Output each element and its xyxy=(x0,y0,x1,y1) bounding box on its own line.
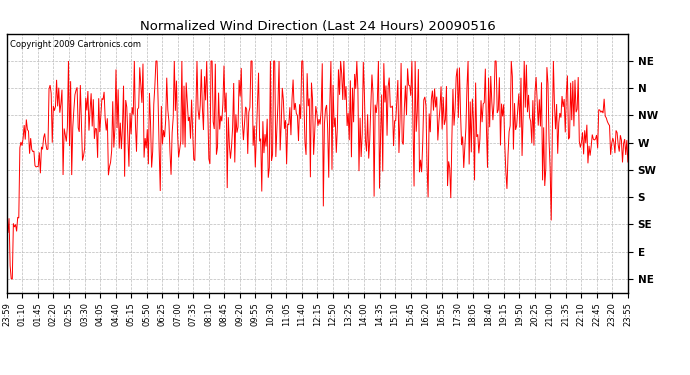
Text: Copyright 2009 Cartronics.com: Copyright 2009 Cartronics.com xyxy=(10,40,141,49)
Title: Normalized Wind Direction (Last 24 Hours) 20090516: Normalized Wind Direction (Last 24 Hours… xyxy=(139,20,495,33)
